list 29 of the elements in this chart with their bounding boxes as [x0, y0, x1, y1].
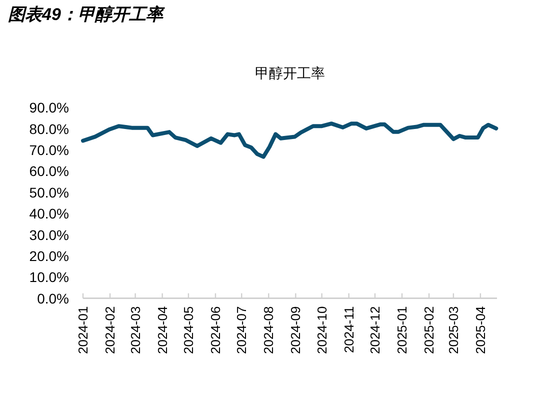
x-tick-label: 2024-07	[234, 306, 250, 354]
y-tick-label: 90.0%	[29, 100, 69, 116]
y-tick-label: 80.0%	[29, 120, 69, 137]
x-tick-label: 2025-02	[422, 306, 437, 354]
x-tick-label: 2025-03	[446, 306, 461, 354]
x-tick-label: 2024-04	[154, 306, 170, 354]
y-tick-label: 70.0%	[29, 142, 69, 158]
x-tick-label: 2024-10	[314, 306, 330, 354]
x-tick-label: 2024-11	[341, 306, 356, 354]
line-series	[81, 122, 498, 159]
x-tick-label: 2024-02	[102, 306, 118, 354]
y-tick-label: 50.0%	[29, 184, 69, 200]
x-tick-label: 2024-01	[76, 306, 90, 354]
y-tick-label: 30.0%	[29, 226, 69, 243]
y-tick-label: 20.0%	[29, 248, 69, 264]
x-tick-label: 2024-12	[367, 306, 382, 354]
chart-title: 甲醇开工率	[255, 65, 325, 81]
x-tick-label: 2024-03	[128, 306, 143, 354]
y-tick-label: 0.0%	[37, 290, 69, 306]
y-tick-label: 10.0%	[29, 269, 69, 286]
x-tick-label: 2025-04	[472, 306, 488, 354]
x-tick-label: 2024-06	[208, 306, 223, 354]
x-tick-label: 2025-01	[394, 306, 410, 354]
x-tick-label: 2024-08	[261, 306, 276, 354]
x-tick-label: 2024-09	[288, 306, 304, 354]
chart-subtitle: 图表49：甲醇开工率	[8, 5, 165, 24]
y-tick-label: 40.0%	[29, 206, 69, 222]
y-tick-label: 60.0%	[29, 163, 69, 180]
x-tick-label: 2024-05	[180, 306, 196, 354]
